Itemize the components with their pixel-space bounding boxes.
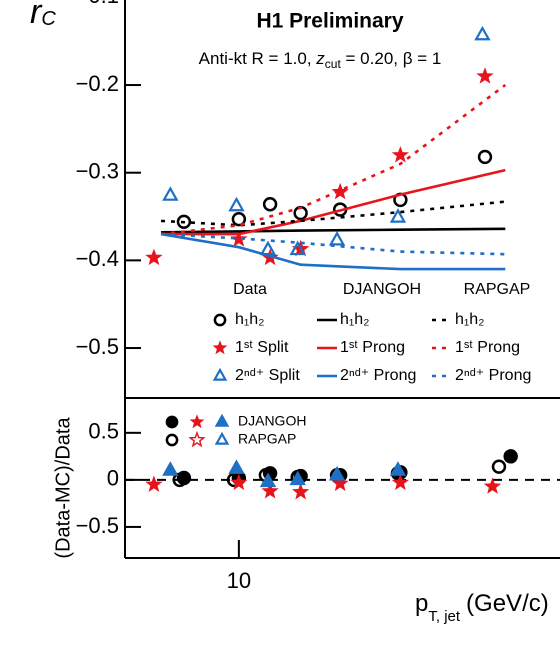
marker [213,313,227,327]
marker [292,483,310,500]
y-tick-label: 0.5 [88,419,119,444]
marker [389,461,407,476]
marker [477,149,493,165]
marker [289,470,306,486]
legend-label: 2ⁿᵈ⁺ Prong [340,367,416,384]
marker [491,459,507,474]
marker [230,473,248,491]
subtitle-part: Anti-kt R = 1.0, [199,49,317,68]
marker [389,208,407,223]
subtitle: Anti-kt R = 1.0, zcut = 0.20, β = 1 [199,49,442,71]
x-label-part: T, jet [428,608,461,625]
legend-header: Data [233,281,267,298]
marker [145,248,163,266]
legend-label: 1ˢᵗ Prong [340,339,405,356]
y-tick-label: −0.5 [76,513,119,538]
marker [214,431,230,445]
marker [230,230,248,247]
legend-label: RAPGAP [238,431,296,447]
marker [162,186,179,201]
marker [165,415,179,429]
marker [162,461,179,476]
marker [262,197,278,212]
legend-label: 1ˢᵗ Prong [455,339,520,356]
marker [259,472,277,488]
marker [214,413,230,427]
line [160,227,506,234]
y-label-part: C [41,8,56,30]
legend-label: 1ˢᵗ Split [235,339,289,356]
legend-label: DJANGOH [238,413,306,429]
marker [261,482,279,499]
y-tick-label: −0.1 [76,0,119,8]
marker [474,25,491,41]
marker [231,211,247,227]
marker [228,196,245,212]
chart-title: H1 Preliminary [256,10,403,33]
marker [476,67,494,84]
marker [503,449,518,464]
marker [145,475,163,492]
marker [289,240,306,256]
x-tick-label: 10 [227,568,251,593]
subtitle-part: = 0.20, β = 1 [341,49,442,68]
marker [328,230,346,246]
x-axis-label: pT, jet (GeV/c) [415,590,549,625]
x-label-part: (GeV/c) [466,590,549,617]
legend-label: h₁h₂ [455,311,484,328]
legend-label: 2ⁿᵈ⁺ Split [235,367,300,384]
legend-label: h₁h₂ [340,311,369,328]
marker [212,367,228,381]
y-tick-label: 0 [107,466,119,491]
legend-header: RAPGAP [464,281,531,298]
marker [259,240,277,256]
x-label-part: p [415,590,428,617]
line [160,83,507,236]
legend-label: 2ⁿᵈ⁺ Prong [455,367,531,384]
marker [228,459,245,474]
y-tick-label: −0.3 [76,159,119,184]
marker [391,146,409,163]
marker [331,182,349,200]
marker-outline [192,435,202,444]
line [160,232,506,271]
marker [331,474,349,491]
marker [189,414,205,429]
line [160,200,506,227]
subtitle-part: cut [325,57,342,71]
line [160,232,506,256]
y-tick-label: −0.5 [76,334,119,359]
marker [172,472,187,488]
y-label-part: r [30,0,43,31]
marker [328,465,346,481]
legend-label: h₁h₂ [235,311,264,328]
ratio-y-axis-label: (Data-MC)/Data [52,417,74,559]
marker [212,340,228,355]
marker [165,433,179,447]
legend-header: DJANGOH [343,281,421,298]
subtitle-part: z [315,49,325,68]
y-axis-label: rC [30,0,56,31]
y-tick-label: −0.4 [76,246,119,271]
marker [483,477,502,494]
y-tick-label: −0.2 [76,71,119,96]
marker [391,473,409,491]
line [161,168,506,236]
marker [176,214,192,229]
